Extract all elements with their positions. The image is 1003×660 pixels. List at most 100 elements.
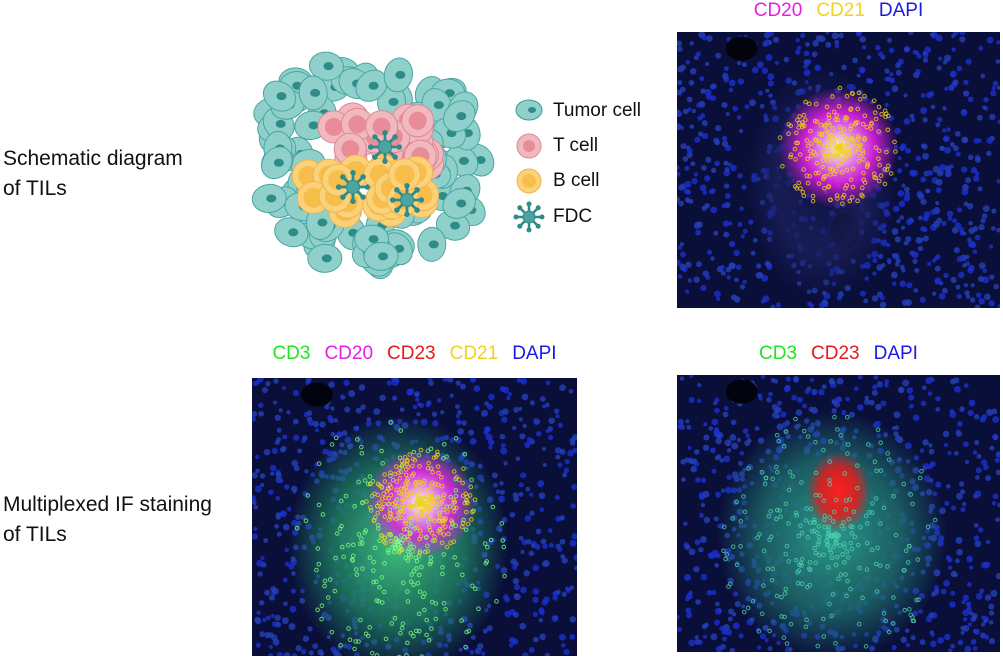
cell-dot bbox=[401, 505, 406, 510]
dapi-nucleus bbox=[922, 235, 929, 242]
dapi-nucleus bbox=[286, 506, 292, 512]
cell-dot bbox=[359, 444, 364, 450]
dapi-nucleus bbox=[449, 393, 454, 398]
cell-dot bbox=[375, 503, 380, 509]
dapi-nucleus bbox=[553, 615, 558, 620]
cell-dot bbox=[419, 510, 425, 516]
channel-label: DAPI bbox=[878, 0, 924, 21]
dapi-nucleus bbox=[731, 442, 739, 450]
cell-dot bbox=[400, 621, 406, 627]
cell-dot bbox=[917, 475, 923, 481]
fdc-tip bbox=[396, 144, 403, 150]
cell-dot bbox=[788, 123, 793, 129]
if-image bbox=[677, 32, 1000, 308]
dapi-nucleus bbox=[554, 495, 560, 501]
cell-dot bbox=[821, 552, 826, 558]
cell-dot bbox=[799, 563, 804, 568]
cell-dot bbox=[841, 526, 847, 531]
b-nucleus bbox=[303, 187, 324, 208]
dapi-nucleus bbox=[711, 418, 719, 426]
cell-dot bbox=[402, 521, 408, 526]
cell-dot bbox=[854, 144, 860, 149]
dapi-nucleus bbox=[455, 404, 460, 410]
dapi-nucleus bbox=[955, 536, 963, 544]
cell-dot bbox=[757, 531, 762, 537]
dapi-nucleus bbox=[694, 136, 701, 143]
cell-dot bbox=[419, 654, 425, 656]
dapi-nucleus bbox=[953, 572, 958, 577]
label-line: Multiplexed IF staining bbox=[3, 493, 212, 516]
dapi-nucleus bbox=[889, 72, 894, 77]
cell-dot bbox=[838, 131, 844, 137]
cell-dot bbox=[343, 493, 349, 499]
if-image bbox=[677, 375, 1000, 652]
dapi-nucleus bbox=[983, 464, 989, 471]
cell-dot bbox=[421, 481, 426, 487]
dapi-nucleus bbox=[541, 446, 547, 451]
dapi-nucleus bbox=[940, 588, 947, 595]
dapi-nucleus bbox=[428, 380, 434, 386]
cell-dot bbox=[797, 114, 802, 119]
cell-dot bbox=[814, 530, 820, 536]
cell-dot bbox=[800, 556, 805, 562]
dapi-nucleus bbox=[677, 80, 683, 86]
cell-dot bbox=[914, 597, 919, 603]
cell-dot bbox=[407, 514, 412, 520]
dapi-nucleus bbox=[254, 454, 260, 460]
cell-dot bbox=[407, 530, 412, 535]
cell-dot bbox=[907, 543, 912, 549]
dapi-nucleus bbox=[457, 410, 462, 415]
dapi-nucleus bbox=[974, 490, 982, 498]
cell-dot bbox=[832, 142, 838, 148]
dapi-nucleus bbox=[959, 406, 965, 412]
dapi-nucleus bbox=[871, 389, 878, 396]
dapi-nucleus bbox=[964, 290, 970, 296]
dapi-nucleus bbox=[702, 270, 709, 277]
cell-dot bbox=[405, 599, 411, 604]
nucleus bbox=[273, 158, 284, 167]
cell-dot bbox=[397, 465, 402, 471]
cell-dot bbox=[417, 589, 423, 595]
cell-dot bbox=[796, 125, 801, 130]
cell-dot bbox=[813, 171, 819, 176]
dapi-nucleus bbox=[965, 601, 972, 607]
dapi-nucleus bbox=[985, 475, 992, 482]
cell-dot bbox=[466, 628, 472, 634]
cell-dot bbox=[485, 544, 490, 550]
dapi-nucleus bbox=[300, 648, 307, 655]
cell-dot bbox=[490, 504, 496, 510]
dapi-nucleus bbox=[276, 531, 282, 537]
dapi-nucleus bbox=[415, 397, 420, 402]
dapi-nucleus bbox=[713, 401, 718, 406]
dapi-nucleus bbox=[934, 277, 942, 285]
dapi-nucleus bbox=[967, 267, 974, 274]
cell-dot bbox=[372, 545, 378, 551]
dapi-nucleus bbox=[695, 477, 701, 483]
dapi-nucleus bbox=[710, 589, 717, 596]
dapi-nucleus bbox=[928, 443, 933, 448]
cell-dot bbox=[827, 515, 833, 520]
dapi-nucleus bbox=[681, 477, 686, 482]
cell-dot bbox=[859, 192, 864, 198]
dapi-nucleus bbox=[741, 62, 747, 68]
dapi-nucleus bbox=[834, 401, 841, 408]
cell-dot bbox=[845, 414, 850, 420]
cell-dot bbox=[723, 556, 728, 562]
dapi-nucleus bbox=[988, 620, 994, 625]
cell-dot bbox=[825, 130, 831, 136]
cell-dot bbox=[825, 145, 830, 150]
dapi-nucleus bbox=[302, 635, 310, 642]
cell-dot bbox=[314, 567, 319, 573]
cell-dot bbox=[803, 117, 808, 123]
cell-dot bbox=[857, 565, 862, 571]
cell-dot bbox=[441, 600, 447, 606]
legend-label: T cell bbox=[553, 135, 598, 156]
cell-dot bbox=[876, 148, 882, 154]
dapi-nucleus bbox=[724, 193, 731, 200]
cell-dot bbox=[360, 500, 365, 505]
cell-dot bbox=[849, 194, 855, 200]
dapi-nucleus bbox=[980, 73, 986, 79]
cell-dot bbox=[813, 470, 819, 476]
nucleus bbox=[317, 218, 328, 227]
